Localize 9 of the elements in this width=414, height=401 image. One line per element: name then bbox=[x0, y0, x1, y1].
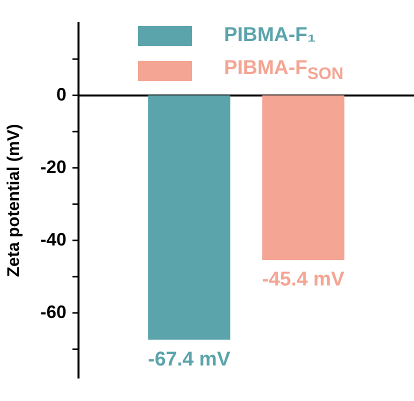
y-tick-label: -60 bbox=[40, 302, 66, 322]
data-label: -45.4 mV bbox=[262, 268, 346, 290]
y-tick-label: -20 bbox=[40, 156, 66, 177]
data-label: -67.4 mV bbox=[148, 348, 231, 370]
y-axis-title: Zeta potential (mV) bbox=[4, 124, 23, 278]
legend-label: PIBMA-F₁ bbox=[224, 24, 317, 47]
y-tick-label: 0 bbox=[56, 84, 66, 104]
legend-label: PIBMA-F$_{SON}$ bbox=[224, 57, 344, 84]
y-tick-label: -40 bbox=[40, 229, 66, 250]
